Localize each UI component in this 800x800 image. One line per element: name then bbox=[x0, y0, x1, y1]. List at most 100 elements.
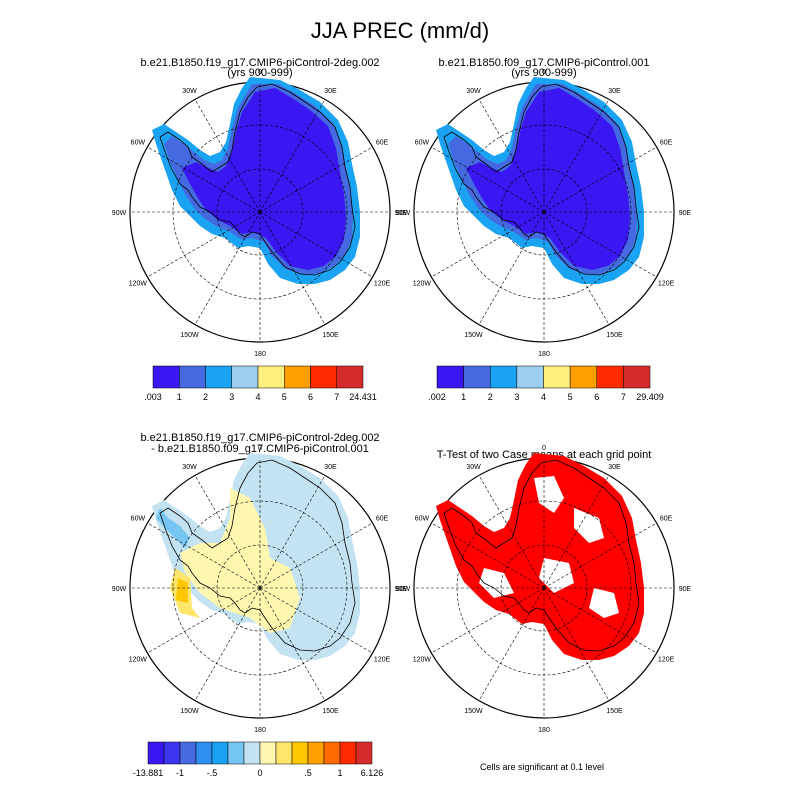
colorbar-tick-label: 6.126 bbox=[361, 768, 384, 778]
longitude-label: 150W bbox=[180, 708, 199, 715]
colorbar-tick-label: -1 bbox=[176, 768, 184, 778]
colorbar-tick-label: -.5 bbox=[207, 768, 218, 778]
colorbar-swatch bbox=[243, 741, 261, 765]
meridian-line bbox=[194, 587, 261, 701]
longitude-label: 60E bbox=[376, 516, 389, 523]
longitude-label: 120E bbox=[658, 281, 675, 288]
panel-b-title-line1: b.e21.B1850.f09_g17.CMIP6-piControl.001 bbox=[439, 57, 650, 69]
longitude-label: 90W bbox=[112, 586, 127, 593]
longitude-label: 150E bbox=[322, 332, 339, 339]
longitude-label: 150E bbox=[606, 708, 623, 715]
meridian-line bbox=[259, 211, 373, 278]
coastline bbox=[159, 459, 356, 652]
longitude-label: 90W bbox=[396, 586, 411, 593]
colorbar-swatch bbox=[336, 365, 364, 389]
non-significant-cells bbox=[534, 476, 564, 513]
meridian-line bbox=[147, 211, 261, 278]
longitude-label: 180 bbox=[538, 727, 550, 734]
colorbar-tick-label: 29.409 bbox=[636, 392, 664, 402]
coastline bbox=[443, 459, 640, 652]
polar-map-d: 0 30E 60E 90E 120E 150E 180 150W 120W 90W 60W 30W bbox=[396, 445, 692, 734]
meridian-line bbox=[478, 99, 545, 213]
longitude-label: 180 bbox=[254, 727, 266, 734]
colorbar-swatch bbox=[152, 365, 180, 389]
longitude-label: 60W bbox=[131, 140, 146, 147]
meridian-line bbox=[194, 475, 261, 589]
colorbar-swatch bbox=[490, 365, 518, 389]
meridian-line bbox=[259, 211, 326, 325]
non-significant-cells bbox=[574, 508, 604, 543]
colorbar-swatch bbox=[284, 365, 311, 389]
meridian-line bbox=[543, 475, 610, 589]
panel-c-title-line1: b.e21.B1850.f19_g17.CMIP6-piControl-2deg… bbox=[140, 432, 379, 444]
colorbar-tick-label: 2 bbox=[203, 392, 208, 402]
colorbar-tick-label: 5 bbox=[282, 392, 287, 402]
longitude-label: 0 bbox=[542, 69, 546, 76]
colorbar-b: .002 1 2 3 4 5 6 7 29.409 bbox=[428, 365, 664, 402]
meridian-line bbox=[543, 587, 610, 701]
diff-band-negative-medium bbox=[156, 508, 190, 548]
longitude-label: 60W bbox=[415, 140, 430, 147]
colorbar-swatch bbox=[147, 741, 165, 765]
longitude-label: 90E bbox=[679, 586, 692, 593]
meridian-line bbox=[543, 211, 657, 278]
longitude-label: 120W bbox=[129, 657, 148, 664]
colorbar-swatch bbox=[205, 365, 232, 389]
colorbar-swatch bbox=[543, 365, 571, 389]
meridian-line bbox=[478, 587, 545, 701]
longitude-label: 90W bbox=[396, 210, 411, 217]
meridian-line bbox=[147, 522, 261, 589]
meridian-line bbox=[543, 146, 657, 213]
longitude-label: 180 bbox=[538, 351, 550, 358]
panel-c-title-line2: - b.e21.B1850.f09_g17.CMIP6-piControl.00… bbox=[151, 443, 369, 455]
longitude-label: 90W bbox=[112, 210, 127, 217]
colorbar-tick-label: 4 bbox=[255, 392, 260, 402]
colorbar-tick-label: 0 bbox=[257, 768, 262, 778]
meridian-line bbox=[543, 587, 657, 654]
longitude-label: 150E bbox=[322, 708, 339, 715]
meridian-line bbox=[543, 522, 657, 589]
meridian-line bbox=[478, 211, 545, 325]
colorbar-swatch bbox=[275, 741, 293, 765]
colorbar-swatch bbox=[179, 741, 197, 765]
longitude-label: 60W bbox=[131, 516, 146, 523]
colorbar-swatch bbox=[179, 365, 206, 389]
colorbar-tick-label: 1 bbox=[461, 392, 466, 402]
meridian-line bbox=[478, 475, 545, 589]
meridian-line bbox=[259, 99, 326, 213]
colorbar-swatch bbox=[463, 365, 491, 389]
longitude-label: 90E bbox=[679, 210, 692, 217]
colorbar-swatch bbox=[516, 365, 544, 389]
longitude-label: 150W bbox=[180, 332, 199, 339]
longitude-label: 120W bbox=[413, 281, 432, 288]
longitude-label: 120W bbox=[129, 281, 148, 288]
meridian-line bbox=[259, 522, 373, 589]
colorbar-swatch bbox=[596, 365, 624, 389]
polar-map-a: 0 30E 60E 90E 120E 150E 180 150W 120W 90W 60W 30W bbox=[112, 69, 408, 358]
colorbar-swatch bbox=[355, 741, 373, 765]
non-significant-cells bbox=[539, 558, 574, 593]
meridian-line bbox=[147, 587, 261, 654]
longitude-label: 30E bbox=[324, 88, 337, 95]
colorbar-a: .003 1 2 3 4 5 6 7 24.431 bbox=[144, 365, 377, 402]
longitude-label: 60E bbox=[660, 140, 673, 147]
colorbar-tick-label: 7 bbox=[334, 392, 339, 402]
longitude-label: 30W bbox=[466, 88, 481, 95]
meridian-line bbox=[431, 146, 545, 213]
meridian-line bbox=[194, 211, 261, 325]
coastline bbox=[159, 83, 356, 276]
longitude-label: 150W bbox=[464, 708, 483, 715]
colorbar-swatch bbox=[195, 741, 213, 765]
meridian-line bbox=[431, 211, 545, 278]
colorbar-swatch bbox=[307, 741, 325, 765]
colorbar-tick-label: -13.881 bbox=[133, 768, 164, 778]
longitude-label: 0 bbox=[542, 445, 546, 452]
longitude-label: 30E bbox=[608, 88, 621, 95]
meridian-line bbox=[194, 99, 261, 213]
colorbar-tick-label: 7 bbox=[621, 392, 626, 402]
longitude-label: 30E bbox=[608, 464, 621, 471]
longitude-label: 150E bbox=[606, 332, 623, 339]
colorbar-tick-label: 6 bbox=[308, 392, 313, 402]
colorbar-tick-label: 4 bbox=[541, 392, 546, 402]
meridian-line bbox=[543, 99, 610, 213]
